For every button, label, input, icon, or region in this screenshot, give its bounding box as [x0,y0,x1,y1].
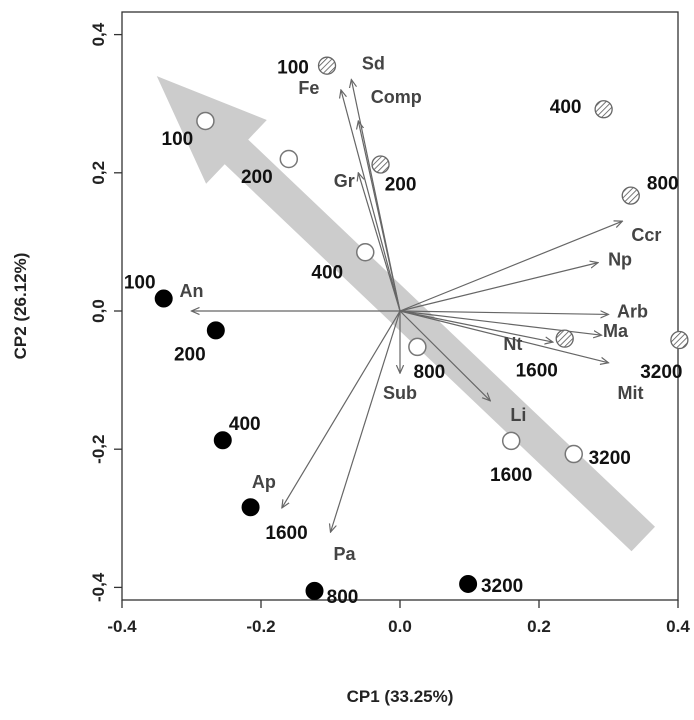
filled-circle-point [155,290,172,307]
vector-label-mit: Mit [618,383,644,403]
vector-np [400,263,598,311]
x-tick-label: 0.0 [388,617,412,636]
open-circle-point [565,446,582,463]
hatched-circle-point [319,57,336,74]
y-axis-label: CP2 (26.12%) [11,253,30,360]
point-label: 800 [327,587,359,608]
open-circle-point [197,112,214,129]
vector-label-np: Np [608,250,632,270]
point-label: 1600 [516,361,558,382]
point-label: 400 [550,97,582,118]
x-tick-label: -0.4 [107,617,137,636]
open-circle-point [280,150,297,167]
point-label: 200 [241,167,273,188]
vector-pa [331,311,401,532]
point-label: 3200 [481,576,523,597]
point-label: 100 [277,58,309,79]
vector-label-li: Li [510,405,526,425]
y-tick-label: -0,4 [89,572,108,602]
vector-ccr [400,221,622,311]
vector-label-an: An [180,281,204,301]
point-label: 400 [311,262,343,283]
vector-label-ap: Ap [252,472,276,492]
point-label: 400 [229,414,261,435]
open-circle-point [503,432,520,449]
y-tick-label: 0,4 [89,22,108,46]
point-label: 1600 [490,465,532,486]
vector-label-arb: Arb [617,301,648,321]
open-circle-point [357,244,374,261]
filled-circle-point [460,575,477,592]
vector-label-sub: Sub [383,383,417,403]
point-label: 100 [124,273,156,294]
vector-label-nt: Nt [503,334,522,354]
x-tick-label: 0.4 [666,617,690,636]
vector-ap [282,311,400,508]
y-tick-label: 0,0 [89,299,108,323]
vector-label-gr: Gr [334,171,355,191]
point-label: 200 [385,175,417,196]
hatched-circle-point [622,187,639,204]
point-label: 800 [414,362,446,383]
vector-label-pa: Pa [333,544,356,564]
filled-circle-point [242,499,259,516]
filled-circle-point [306,582,323,599]
point-label: 100 [162,129,194,150]
vector-label-ma: Ma [603,321,629,341]
filled-circle-point [207,322,224,339]
point-label: 200 [174,344,206,365]
hatched-circle-point [556,330,573,347]
point-label: 3200 [589,448,631,469]
point-label: 1600 [265,523,307,544]
vector-label-comp: Comp [371,87,422,107]
x-axis-label: CP1 (33.25%) [347,687,454,706]
x-tick-label: 0.2 [527,617,551,636]
point-label: 3200 [640,362,682,383]
y-tick-label: -0,2 [89,435,108,464]
point-label: 800 [647,174,679,195]
hatched-circle-point [671,332,688,349]
hatched-circle-point [372,156,389,173]
vector-label-fe: Fe [298,78,319,98]
vector-label-ccr: Ccr [631,225,661,245]
x-tick-label: -0.2 [246,617,275,636]
vector-label-sd: Sd [362,54,385,74]
open-circle-point [409,338,426,355]
y-tick-label: 0,2 [89,161,108,185]
hatched-circle-point [595,101,612,118]
